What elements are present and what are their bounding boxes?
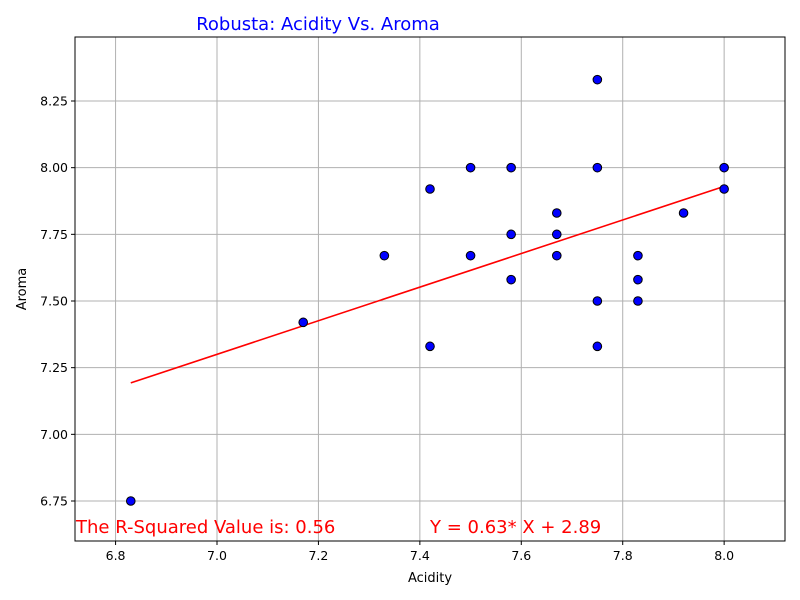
data-point bbox=[425, 184, 435, 194]
plot-area-frame bbox=[74, 36, 786, 542]
regression-line-group bbox=[130, 185, 725, 384]
data-point bbox=[125, 496, 136, 506]
data-point bbox=[592, 162, 603, 173]
data-point bbox=[633, 296, 643, 306]
data-point bbox=[506, 162, 516, 173]
x-tick-label: 7.6 bbox=[511, 548, 531, 563]
x-tick-label: 8.0 bbox=[714, 548, 734, 563]
x-tick-label: 7.0 bbox=[207, 548, 227, 563]
y-axis-ticks: 6.75 7.00 7.25 7.50 7.75 8.00 8.25 bbox=[40, 94, 75, 509]
data-point bbox=[425, 341, 435, 352]
chart-title: Robusta: Acidity Vs. Aroma bbox=[196, 14, 440, 35]
data-point bbox=[506, 274, 516, 285]
y-axis-label: Aroma bbox=[15, 268, 30, 311]
data-point bbox=[633, 250, 643, 261]
regression-equation-annotation: Y = 0.63* X + 2.89 bbox=[429, 517, 601, 538]
data-point bbox=[592, 296, 603, 306]
x-axis-ticks: 6.8 7.0 7.2 7.4 7.6 7.8 8.0 bbox=[106, 541, 734, 563]
x-tick-label: 6.8 bbox=[106, 548, 126, 563]
data-point bbox=[592, 74, 603, 85]
y-tick-label: 8.00 bbox=[40, 160, 68, 175]
x-axis-label: Acidity bbox=[408, 571, 452, 586]
y-tick-label: 7.25 bbox=[40, 360, 68, 375]
grid bbox=[75, 37, 785, 541]
regression-line bbox=[130, 185, 725, 384]
y-tick-label: 8.25 bbox=[40, 94, 68, 109]
x-tick-label: 7.2 bbox=[308, 548, 328, 563]
data-point bbox=[298, 317, 309, 328]
data-point bbox=[592, 341, 603, 352]
data-point bbox=[551, 229, 562, 240]
data-point bbox=[551, 208, 562, 218]
data-point bbox=[465, 250, 476, 261]
data-point bbox=[551, 250, 562, 261]
data-points bbox=[125, 74, 729, 506]
x-tick-label: 7.8 bbox=[613, 548, 633, 563]
data-point bbox=[678, 208, 689, 218]
y-tick-label: 7.50 bbox=[40, 294, 68, 309]
data-point bbox=[633, 274, 643, 285]
data-point bbox=[719, 184, 729, 194]
y-tick-label: 7.00 bbox=[40, 427, 68, 442]
r-squared-annotation: The R-Squared Value is: 0.56 bbox=[75, 517, 335, 538]
x-tick-label: 7.4 bbox=[410, 548, 430, 563]
data-point bbox=[465, 162, 476, 173]
y-tick-label: 7.75 bbox=[40, 227, 68, 242]
y-tick-label: 6.75 bbox=[40, 494, 68, 509]
data-point bbox=[719, 162, 729, 173]
data-point bbox=[379, 250, 390, 261]
data-point bbox=[506, 229, 516, 240]
